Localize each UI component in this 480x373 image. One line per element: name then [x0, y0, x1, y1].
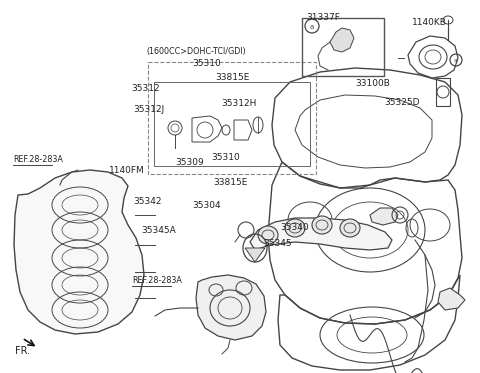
Text: (1600CC>DOHC-TCI/GDI): (1600CC>DOHC-TCI/GDI) — [146, 47, 246, 56]
Text: a: a — [454, 57, 458, 63]
Polygon shape — [250, 218, 392, 250]
Ellipse shape — [258, 226, 278, 244]
Polygon shape — [245, 248, 265, 262]
Text: 1140FM: 1140FM — [109, 166, 145, 175]
Ellipse shape — [340, 219, 360, 237]
Text: 35309: 35309 — [176, 158, 204, 167]
Ellipse shape — [285, 219, 305, 237]
Text: 35310: 35310 — [211, 153, 240, 162]
Text: REF.28-283A: REF.28-283A — [132, 276, 182, 285]
Text: 33815E: 33815E — [213, 178, 248, 186]
Text: 33815E: 33815E — [215, 73, 250, 82]
Bar — [436, 78, 450, 106]
Text: 35345: 35345 — [263, 239, 292, 248]
Polygon shape — [370, 208, 398, 225]
Polygon shape — [330, 28, 354, 52]
Text: 1140KB: 1140KB — [412, 18, 447, 27]
Text: 35345A: 35345A — [141, 226, 176, 235]
Ellipse shape — [312, 216, 332, 234]
Text: 35312J: 35312J — [133, 105, 165, 114]
Bar — [302, 18, 384, 76]
Polygon shape — [14, 170, 144, 334]
Text: FR.: FR. — [15, 346, 31, 355]
Bar — [148, 62, 316, 174]
Text: 35312H: 35312H — [222, 99, 257, 108]
Text: REF.28-283A: REF.28-283A — [13, 155, 63, 164]
Text: a: a — [310, 24, 314, 30]
Text: 35312: 35312 — [131, 84, 160, 93]
Text: 35304: 35304 — [192, 201, 221, 210]
Text: 35310: 35310 — [192, 59, 221, 68]
Text: 31337F: 31337F — [306, 13, 340, 22]
Text: 35340: 35340 — [280, 223, 309, 232]
Text: 35342: 35342 — [133, 197, 162, 206]
Polygon shape — [196, 275, 266, 340]
Text: 33100B: 33100B — [355, 79, 390, 88]
Bar — [154, 82, 310, 166]
Text: 35325D: 35325D — [384, 98, 420, 107]
Polygon shape — [438, 288, 465, 310]
